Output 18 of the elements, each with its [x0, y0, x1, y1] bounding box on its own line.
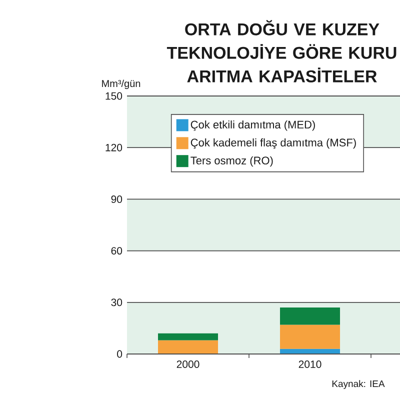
x-tick-label: 2000: [176, 360, 200, 368]
bar: [280, 324, 340, 349]
y-tick-label: 120: [106, 144, 122, 152]
chart-title: ORTA DOĞU VE KUZEY TEKNOLOJİYE GÖRE KURU ARITMA KAPASİTELER: [166, 20, 396, 82]
legend-label: Çok kademeli flaş damıtma (MSF): [190, 138, 356, 149]
y-tick-label: 150: [106, 92, 122, 100]
bar: [158, 340, 218, 354]
text: Kaynak: IEA: [332, 380, 385, 389]
y-tick-label: 90: [111, 195, 122, 203]
x-tick-label: 2010: [298, 360, 322, 368]
legend-label: Çok etkili damıtma (MED): [190, 120, 315, 131]
bar: [158, 333, 218, 340]
y-axis-title: Mm³/gün: [102, 80, 140, 90]
bar: [280, 308, 340, 325]
legend-label: Ters osmoz (RO): [190, 156, 273, 167]
y-tick-label: 30: [111, 298, 122, 306]
y-tick-label: 0: [117, 350, 122, 358]
y-tick-label: 60: [111, 247, 122, 255]
